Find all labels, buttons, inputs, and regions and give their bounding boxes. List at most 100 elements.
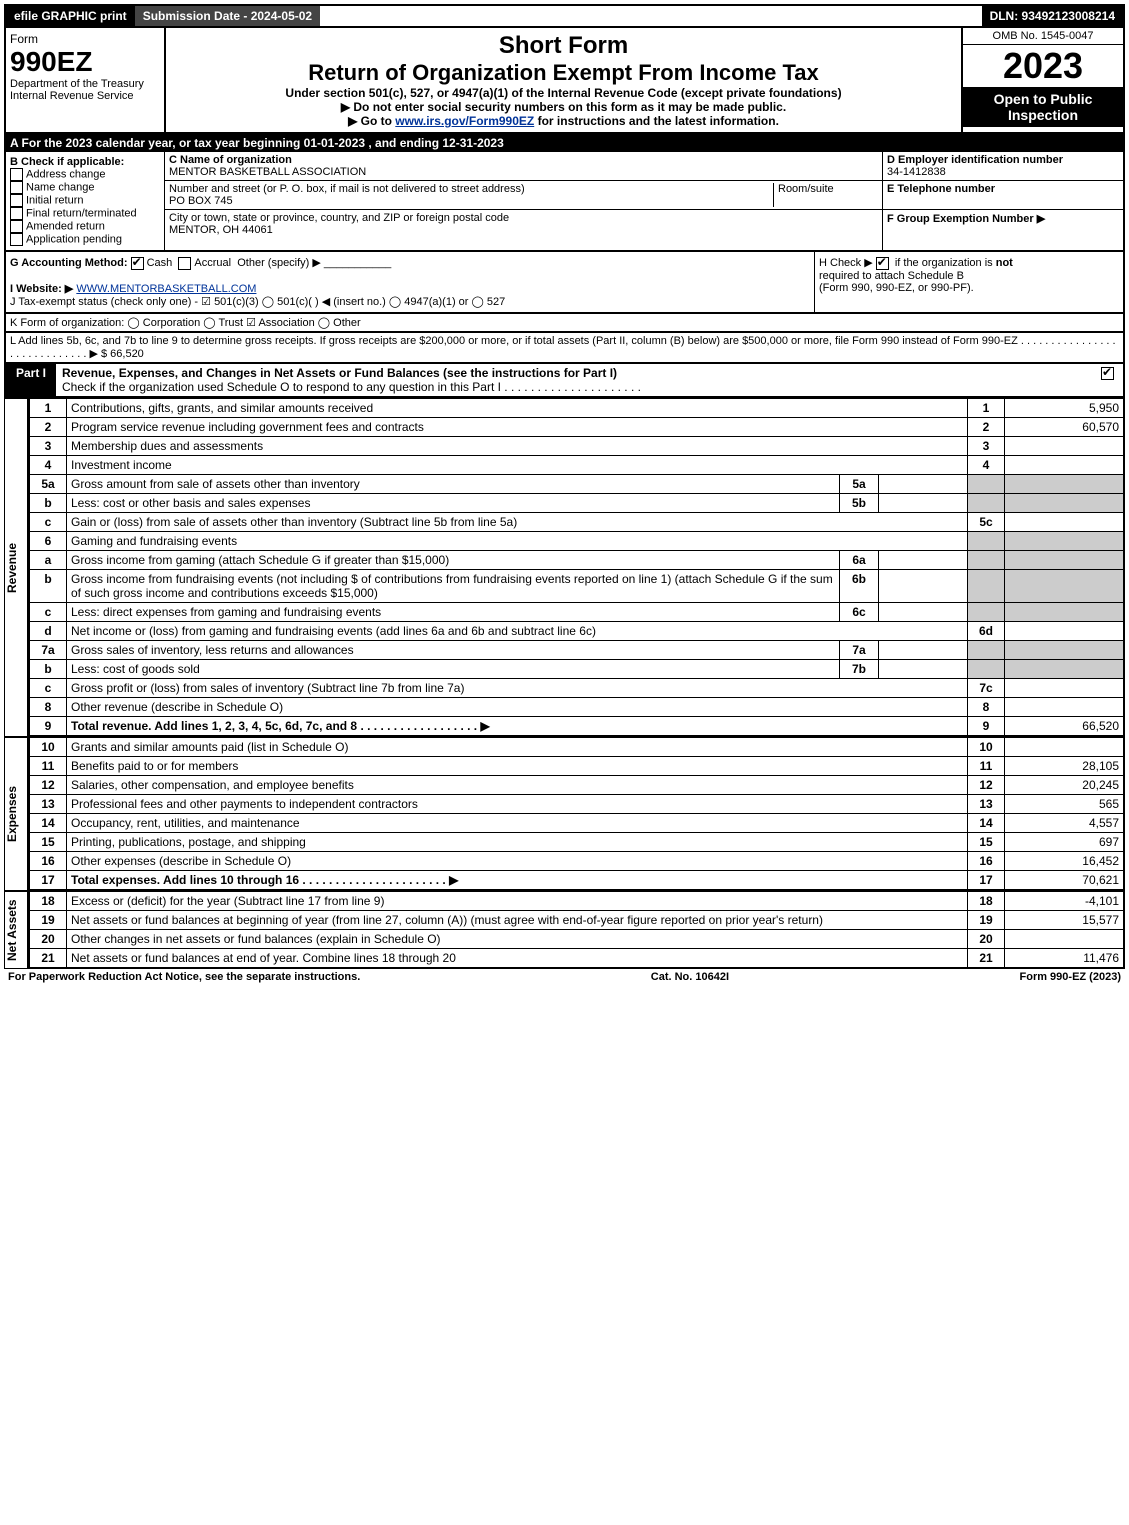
g-label: G Accounting Method: [10,257,128,269]
line-desc: Occupancy, rent, utilities, and maintena… [67,813,968,832]
line-rnum [968,569,1005,602]
efile-label[interactable]: efile GRAPHIC print [6,6,135,26]
note2-pre: ▶ Go to [348,114,395,128]
chk-name[interactable]: Name change [10,181,160,194]
line-rnum: 8 [968,697,1005,716]
line-rnum: 1 [968,398,1005,417]
line-num: 1 [29,398,67,417]
line-num: a [29,550,67,569]
line-val: 11,476 [1005,948,1125,968]
line-val: 15,577 [1005,910,1125,929]
line-desc: Other expenses (describe in Schedule O) [67,851,968,870]
line-num: 20 [29,929,67,948]
line-midval [879,659,968,678]
irs-link[interactable]: www.irs.gov/Form990EZ [395,114,534,128]
line-rnum: 19 [968,910,1005,929]
expenses-table: 10Grants and similar amounts paid (list … [28,737,1125,891]
line-rnum [968,640,1005,659]
line-val [1005,531,1125,550]
line-mid: 6a [840,550,879,569]
line-rnum: 16 [968,851,1005,870]
chk-amended[interactable]: Amended return [10,220,160,233]
phone-row: E Telephone number [883,181,1123,210]
line-midval [879,493,968,512]
line-val: 60,570 [1005,417,1125,436]
chk-address[interactable]: Address change [10,168,160,181]
line-midval [879,550,968,569]
line-rnum: 3 [968,436,1005,455]
note-link: ▶ Go to www.irs.gov/Form990EZ for instru… [170,114,957,128]
city-row: City or town, state or province, country… [165,210,882,238]
line-desc: Less: cost of goods sold [67,659,840,678]
row-j: J Tax-exempt status (check only one) - ☑… [10,296,505,308]
header-right: OMB No. 1545-0047 2023 Open to Public In… [961,28,1123,132]
row-h: H Check ▶ if the organization is not req… [814,252,1123,312]
line-mid: 6c [840,602,879,621]
street-value: PO BOX 745 [169,195,233,207]
line-desc: Less: direct expenses from gaming and fu… [67,602,840,621]
line-mid: 5b [840,493,879,512]
chk-pending[interactable]: Application pending [10,233,160,246]
line-num: 17 [29,870,67,890]
line-val [1005,697,1125,716]
line-desc: Other changes in net assets or fund bala… [67,929,968,948]
note-ssn: ▶ Do not enter social security numbers o… [170,100,957,114]
line-mid: 7b [840,659,879,678]
line-rnum: 17 [968,870,1005,890]
h-not: not [996,257,1013,269]
phone-label: E Telephone number [887,183,995,195]
line-num: 18 [29,891,67,910]
line-desc: Printing, publications, postage, and shi… [67,832,968,851]
line-num: 14 [29,813,67,832]
line-val: 565 [1005,794,1125,813]
dln-label: DLN: 93492123008214 [982,6,1123,26]
line-num: c [29,602,67,621]
footer-mid: Cat. No. 10642I [651,971,729,983]
tax-year: 2023 [963,45,1123,87]
side-netassets: Net Assets [4,891,28,969]
chk-accrual[interactable] [178,257,191,270]
line-rnum: 2 [968,417,1005,436]
line-rnum: 12 [968,775,1005,794]
line-desc: Gross income from gaming (attach Schedul… [67,550,840,569]
line-desc: Contributions, gifts, grants, and simila… [67,398,968,417]
line-num: 10 [29,737,67,756]
line-num: 21 [29,948,67,968]
spacer [320,6,981,26]
line-desc: Gross profit or (loss) from sales of inv… [67,678,968,697]
chk-final[interactable]: Final return/terminated [10,207,160,220]
chk-schedule-b[interactable] [876,257,889,270]
group-row: F Group Exemption Number ▶ [883,210,1123,227]
line-num: d [29,621,67,640]
line-num: 12 [29,775,67,794]
city-value: MENTOR, OH 44061 [169,224,273,236]
line-rnum: 9 [968,716,1005,736]
line-desc: Gross amount from sale of assets other t… [67,474,840,493]
line-mid: 7a [840,640,879,659]
line-desc: Gross income from fundraising events (no… [67,569,840,602]
part1-title: Revenue, Expenses, and Changes in Net As… [56,364,1095,396]
room-label: Room/suite [773,183,878,207]
ein-value: 34-1412838 [887,166,946,178]
line-val: 70,621 [1005,870,1125,890]
line-num: 7a [29,640,67,659]
line-rnum: 14 [968,813,1005,832]
part1-check[interactable] [1095,364,1123,396]
street-label: Number and street (or P. O. box, if mail… [169,183,525,195]
line-val [1005,550,1125,569]
netassets-table: 18Excess or (deficit) for the year (Subt… [28,891,1125,969]
city-label: City or town, state or province, country… [169,212,509,224]
website-link[interactable]: WWW.MENTORBASKETBALL.COM [76,283,256,295]
chk-cash[interactable] [131,257,144,270]
line-rnum: 15 [968,832,1005,851]
line-desc: Gain or (loss) from sale of assets other… [67,512,968,531]
line-midval [879,602,968,621]
row-l: L Add lines 5b, 6c, and 7b to line 9 to … [4,333,1125,364]
ein-row: D Employer identification number 34-1412… [883,152,1123,181]
line-desc: Benefits paid to or for members [67,756,968,775]
line-desc: Investment income [67,455,968,474]
line-num: b [29,493,67,512]
line-rnum [968,659,1005,678]
group-label: F Group Exemption Number ▶ [887,213,1045,225]
chk-initial[interactable]: Initial return [10,194,160,207]
